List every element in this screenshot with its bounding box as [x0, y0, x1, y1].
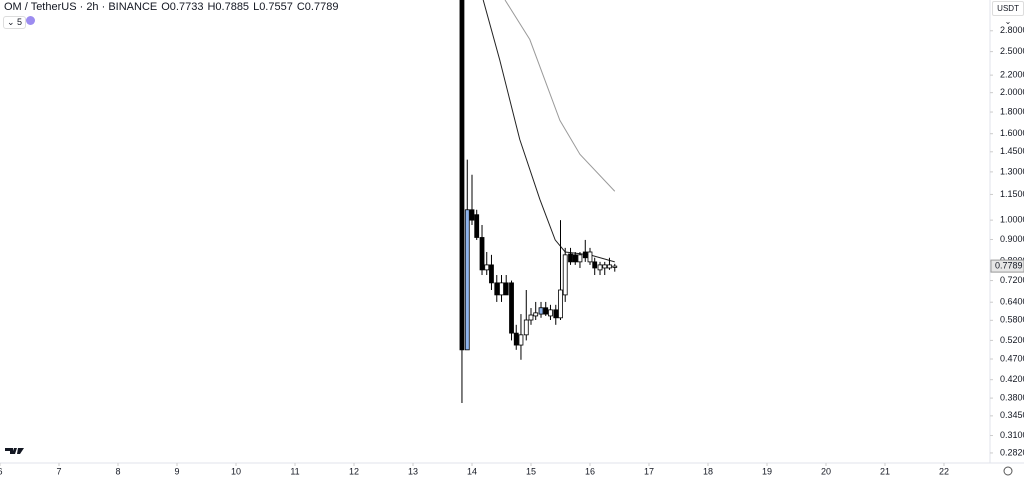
ohlc-key: C	[296, 1, 305, 13]
candle-body	[503, 282, 509, 296]
candle-body	[558, 289, 563, 319]
y-tick-label: 2.2000	[1000, 70, 1024, 80]
indicator-line	[504, 0, 616, 192]
ohlc-value: 0.7557	[259, 1, 293, 13]
y-tick-label: 0.2820	[1000, 447, 1024, 457]
candle-body	[509, 282, 514, 334]
y-tick-label: 1.1500	[1000, 189, 1024, 199]
candle-body	[602, 264, 608, 269]
candle-body	[464, 209, 470, 351]
candle-body	[597, 264, 603, 271]
ohlc-value: 0.7885	[215, 1, 250, 13]
x-tick-label: 10	[231, 466, 241, 476]
x-tick-label: 16	[585, 466, 595, 476]
indicator-icon[interactable]	[26, 16, 35, 25]
candle-body	[494, 282, 500, 296]
header: OM / TetherUS · 2h · BINANCE O0.7733 H0.78…	[4, 1, 346, 13]
ohlc-item: L0.7557	[253, 1, 293, 13]
candle-body	[518, 334, 524, 346]
candle-body	[484, 264, 490, 271]
x-tick-label: 15	[526, 466, 536, 476]
y-tick-label: 2.5000	[1000, 46, 1024, 56]
indicator-line	[482, 0, 615, 263]
x-tick-label: 19	[762, 466, 772, 476]
candle-body	[479, 237, 485, 271]
candle-body	[568, 253, 573, 263]
candle-body	[528, 314, 534, 321]
ohlc-key: L	[253, 1, 260, 13]
price-tag-label: 0.7789	[995, 260, 1023, 270]
x-tick-label: 12	[349, 466, 359, 476]
x-tick-label: 18	[703, 466, 713, 476]
candle-body	[587, 251, 593, 263]
plot-area	[459, 0, 618, 403]
candle-body	[572, 254, 578, 263]
candle-body	[612, 265, 618, 268]
currency: USDT	[997, 4, 1019, 13]
candle-body	[562, 254, 568, 296]
candle-body	[513, 332, 519, 346]
y-tick-label: 1.4500	[1000, 146, 1024, 156]
x-tick-label: 20	[821, 466, 831, 476]
candle-body	[543, 307, 549, 315]
ohlc-value: 0.7733	[169, 1, 204, 13]
ohlc-key: O	[161, 1, 170, 13]
candle-body	[553, 309, 559, 319]
candle-body	[489, 264, 494, 284]
candle-body	[607, 264, 612, 269]
x-tick-label: 7	[56, 466, 61, 476]
x-tick-label: 11	[290, 466, 299, 476]
candle-body	[469, 209, 475, 221]
candle-body	[592, 261, 598, 269]
x-tick-label: 8	[115, 466, 120, 476]
symbol: OM / TetherUS · 2h · BINANCE	[4, 1, 158, 13]
candle-body	[548, 309, 553, 317]
ohlc-legend: O0.7733 H0.7885 L0.7557 C0.7789	[161, 1, 342, 13]
x-tick-label: 9	[174, 466, 179, 476]
y-tick-label: 1.3000	[1000, 166, 1024, 176]
ohlc-item: O0.7733	[161, 1, 203, 13]
settings-icon[interactable]	[1003, 466, 1013, 476]
ohlc-key: H	[207, 1, 216, 13]
ohlc-value: 0.7789	[304, 1, 339, 13]
candle-body	[474, 214, 480, 238]
y-tick-label: 1.8000	[1000, 106, 1024, 116]
candle-body	[459, 0, 465, 351]
y-tick-label: 1.6000	[1000, 128, 1024, 138]
candle-body	[533, 312, 539, 317]
candle-body	[538, 307, 544, 315]
candle-body	[582, 251, 588, 259]
price-tag	[990, 259, 1024, 273]
candle-body	[523, 319, 529, 336]
candle-body	[499, 282, 504, 296]
x-tick-label: 17	[644, 466, 654, 476]
x-tick-label: 21	[880, 466, 890, 476]
x-tick-label: 22	[939, 466, 949, 476]
x-tick-label: 6	[0, 466, 3, 476]
x-tick-label: 13	[408, 466, 418, 476]
currency-dropdown[interactable]: USDT ⌄	[992, 1, 1024, 26]
y-tick-label: 2.8000	[1000, 25, 1024, 35]
ohlc-item: H0.7885	[207, 1, 249, 13]
candle-body	[577, 254, 583, 263]
indicator-count: 5	[17, 17, 23, 27]
logo	[5, 448, 24, 454]
x-tick-label: 14	[467, 466, 477, 476]
ohlc-item: C0.7789	[297, 1, 339, 13]
indicator-toggle[interactable]: ⌄ 5	[3, 16, 27, 29]
